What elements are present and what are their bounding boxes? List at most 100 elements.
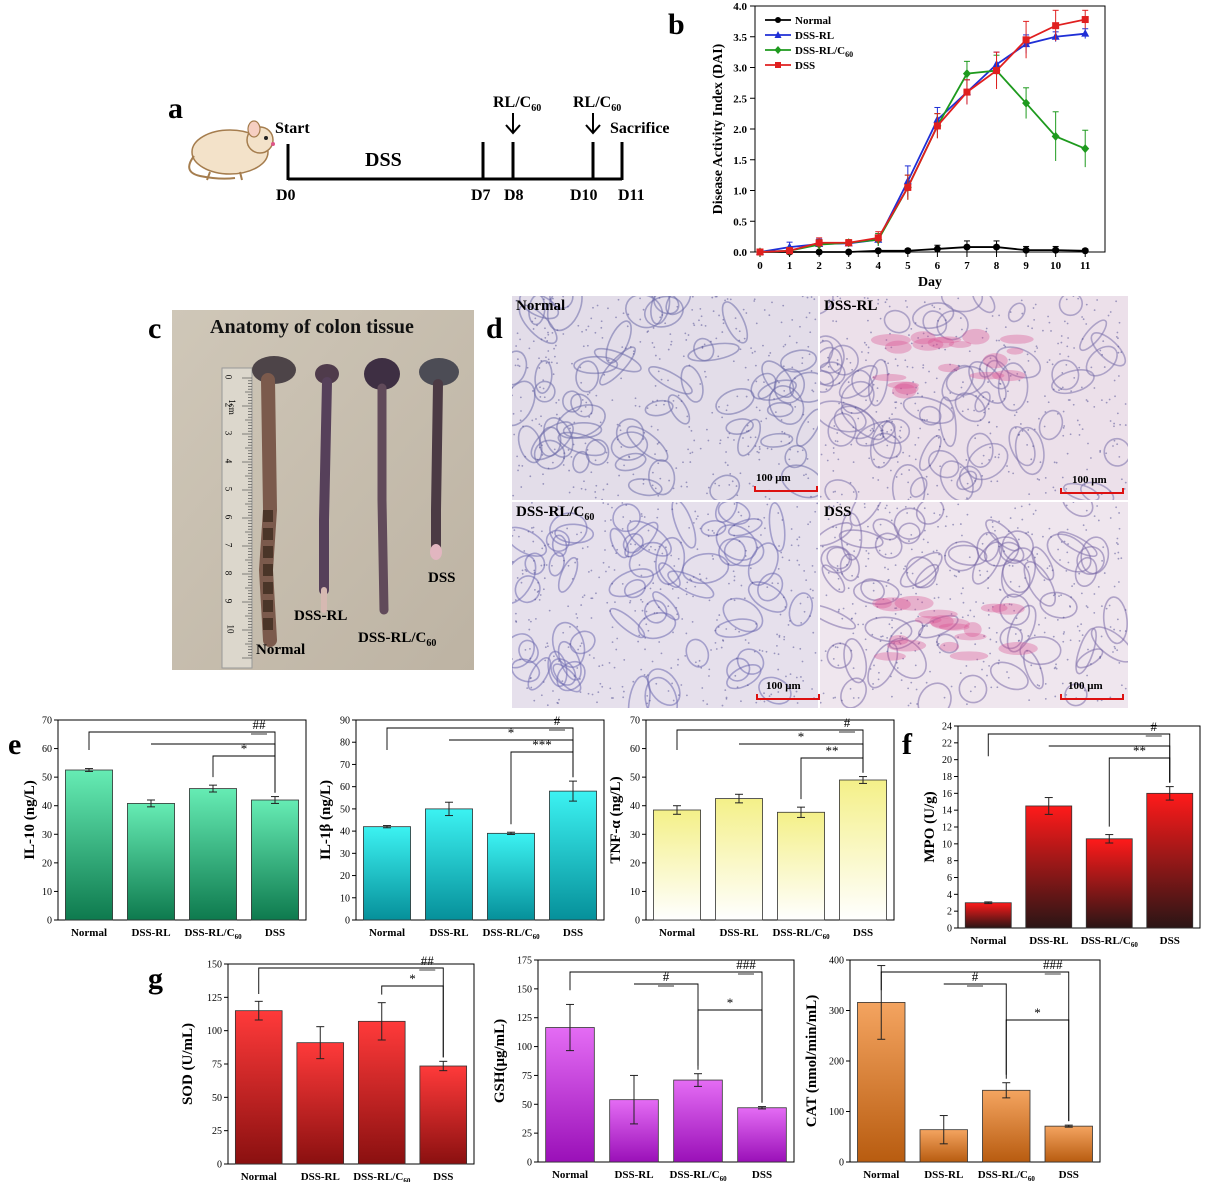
plot-frame [355,719,605,921]
y-tick-label: 10 [630,887,640,898]
legend-marker [774,46,782,54]
data-point [1052,246,1060,254]
y-tick-label: 10 [942,839,952,850]
bar [357,1020,406,1165]
y-tick-label: 20 [340,871,350,882]
legend-label: DSS-RL [795,30,834,42]
scale-bar-label: 100 μm [1068,680,1103,692]
y-tick-label: 300 [829,1006,844,1017]
y-tick-label: 75 [212,1060,222,1071]
data-point [1081,247,1089,255]
x-tick-label: DSS-RL/C60 [482,927,540,941]
significance-marker: ## [253,717,267,732]
day-label: D11 [618,187,645,204]
significance-marker: * [241,741,248,756]
y-axis-label: IL-10 (ng/L) [22,780,38,860]
y-tick-label: 150 [517,984,532,995]
y-axis-label: GSH(μg/mL) [492,1019,508,1103]
y-tick-label: 0.5 [733,216,747,228]
y-tick-label: 10 [42,887,52,898]
x-tick-label: DSS-RL/C60 [353,1171,411,1182]
y-tick-label: 50 [340,804,350,815]
data-point [1081,29,1090,37]
y-tick-label: 3.0 [733,63,747,75]
y-tick-label: 75 [522,1071,532,1082]
bar [1085,838,1133,929]
photo-label-dss-rl: DSS-RL [294,608,348,624]
y-tick-label: 22 [942,738,952,749]
y-tick-label: 50 [42,773,52,784]
panel-label-d: d [486,312,503,345]
x-tick-label: 4 [876,260,882,272]
panel-label-c: c [148,312,162,345]
y-tick-label: 60 [340,782,350,793]
x-tick-label: 2 [816,260,822,272]
data-point [874,247,882,255]
legend-marker [775,17,781,23]
tnfa-bar-chart: 0 10 20 30 40 50 60 70 TNF-α (ng/L) Normal DSS-RL D… [608,715,895,941]
x-tick-label: 7 [964,260,970,272]
histology-label-dss-rl-c60: DSS-RL/C60 [516,504,595,523]
y-tick-label: 40 [340,827,350,838]
plot-frame [645,719,895,921]
x-tick-label: Normal [659,927,695,939]
x-tick-label: DSS [1160,935,1180,947]
treatment-label-1: RL/C60 [493,94,541,114]
ruler-number: 8 [223,570,234,576]
timeline-dss: DSS [365,149,402,171]
data-point [1022,246,1030,254]
bar [1044,1125,1093,1163]
y-tick-label: 2 [947,907,952,918]
bar [839,779,887,921]
y-tick-label: 4.0 [733,1,747,13]
x-tick-label: DSS [853,927,873,939]
y-tick-label: 4 [947,890,952,901]
significance-marker: * [727,995,734,1010]
y-axis-label: SOD (U/mL) [180,1023,196,1105]
il1b-bar-chart: 0 10 20 30 40 50 60 70 80 90 IL-1β (ng/L) Normal DSS… [318,713,605,941]
data-point [1081,144,1090,154]
y-tick-label: 3.5 [733,32,747,44]
y-tick-label: 50 [630,773,640,784]
y-tick-label: 30 [42,830,52,841]
mouse-icon [188,120,275,181]
x-tick-label: DSS [433,1171,453,1182]
significance-bracket [1108,757,1171,827]
significance-marker: ### [736,957,756,972]
x-tick-label: Normal [863,1169,899,1181]
bar [234,1010,283,1165]
significance-bracket [510,751,574,825]
bar [673,1079,723,1163]
ruler-number: 3 [223,430,234,436]
significance-marker: ## [421,956,435,968]
scale-bar [756,694,820,700]
x-tick-label: DSS-RL [429,927,468,939]
bar [251,799,299,921]
legend-marker [774,31,782,38]
plot-frame [57,719,307,921]
histology-grid: Normal DSS-RL DSS-RL/C60 DSS 100 μm 100 … [512,296,1128,708]
data-point [845,248,853,256]
x-tick-label: DSS-RL/C60 [978,1169,1036,1182]
y-axis-label: CAT (nmol/min/mL) [804,995,820,1127]
significance-marker: # [1151,720,1158,734]
x-tick-label: Normal [71,927,107,939]
x-tick-label: Normal [970,935,1006,947]
bar [737,1107,787,1163]
y-tick-label: 50 [212,1093,222,1104]
y-tick-label: 20 [942,755,952,766]
y-tick-label: 70 [630,716,640,727]
y-tick-label: 1.5 [733,155,747,167]
data-point [963,88,971,96]
y-tick-label: 2.5 [733,93,747,105]
data-point [756,248,764,256]
y-tick-label: 60 [630,744,640,755]
histology-label-dss-rl: DSS-RL [824,298,878,314]
significance-bracket [943,983,1007,1079]
x-tick-label: DSS [1059,1169,1079,1181]
y-tick-label: 2.0 [733,124,747,136]
y-tick-label: 0 [47,916,52,927]
y-tick-label: 12 [942,823,952,834]
histology-dss: DSS [820,502,1128,708]
y-tick-label: 80 [340,738,350,749]
